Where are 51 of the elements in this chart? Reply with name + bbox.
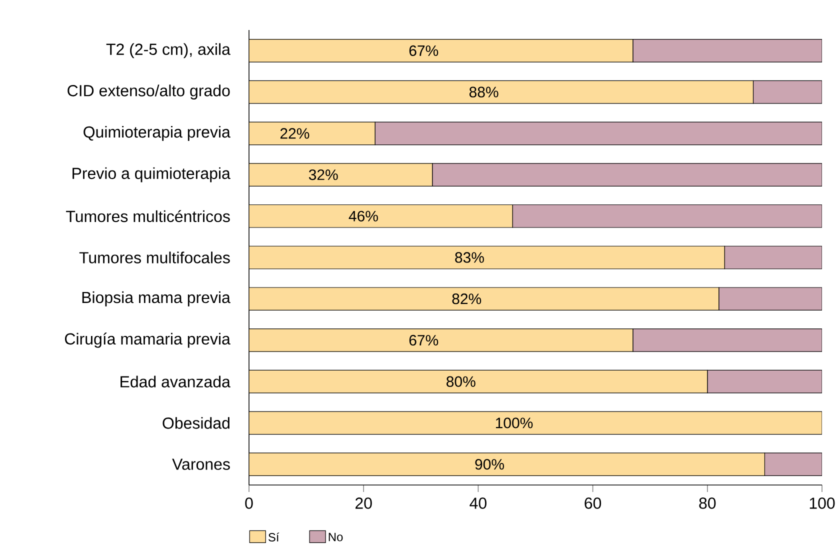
bar: [249, 287, 720, 311]
data-label: 80%: [446, 376, 476, 387]
y-tick-label: Quimioterapia previa: [84, 126, 230, 141]
bar: [632, 39, 822, 62]
legend-label: No: [328, 532, 343, 542]
bar: [374, 122, 822, 146]
data-label: 82%: [452, 294, 482, 304]
bar: [249, 122, 376, 146]
y-tick-label: Varones: [172, 458, 230, 470]
bar: [249, 411, 822, 435]
bar: [632, 328, 822, 352]
legend-label: Sí: [268, 532, 280, 542]
data-label: 22%: [280, 128, 310, 139]
bar: [249, 163, 433, 186]
data-label: 100%: [496, 418, 533, 428]
x-tick-label: 100: [810, 498, 835, 509]
x-tick-label: 40: [470, 498, 486, 509]
y-tick-label: Tumores multifocales: [79, 252, 230, 264]
data-label: 46%: [348, 210, 378, 222]
data-label: 83%: [455, 252, 484, 263]
data-label: 67%: [409, 334, 438, 346]
bar: [764, 452, 822, 476]
data-label: 90%: [475, 459, 504, 470]
x-tick-label: 20: [356, 498, 372, 509]
x-tick-label: 80: [699, 498, 716, 509]
y-tick-label: Obesidad: [162, 417, 230, 429]
y-tick-label: Tumores multicéntricos: [66, 210, 230, 222]
data-label: 67%: [409, 45, 438, 56]
bar: [432, 163, 822, 186]
bar: [752, 80, 822, 104]
bar: [249, 246, 725, 270]
bar: [249, 39, 634, 62]
x-tick-label: 60: [584, 498, 602, 509]
x-tick-label: 0: [245, 498, 253, 509]
y-tick-label: Edad avanzada: [120, 376, 230, 388]
y-tick-label: Previo a quimioterapia: [72, 167, 230, 182]
data-label: 88%: [469, 86, 498, 98]
bar: [249, 370, 708, 394]
y-tick-label: T2 (2-5 cm), axila: [106, 43, 230, 58]
data-label: 32%: [308, 169, 338, 180]
y-tick-label: Cirugía mamaria previa: [65, 332, 230, 348]
bar: [249, 452, 766, 476]
bar: [724, 246, 822, 270]
bar: [707, 370, 822, 394]
bar: [249, 80, 754, 104]
bar: [249, 328, 634, 352]
bar: [249, 204, 513, 228]
y-tick-label: CID extenso/alto grado: [68, 84, 230, 100]
bar: [512, 204, 822, 228]
bar: [718, 287, 822, 311]
y-tick-label: Biopsia mama previa: [82, 291, 230, 306]
